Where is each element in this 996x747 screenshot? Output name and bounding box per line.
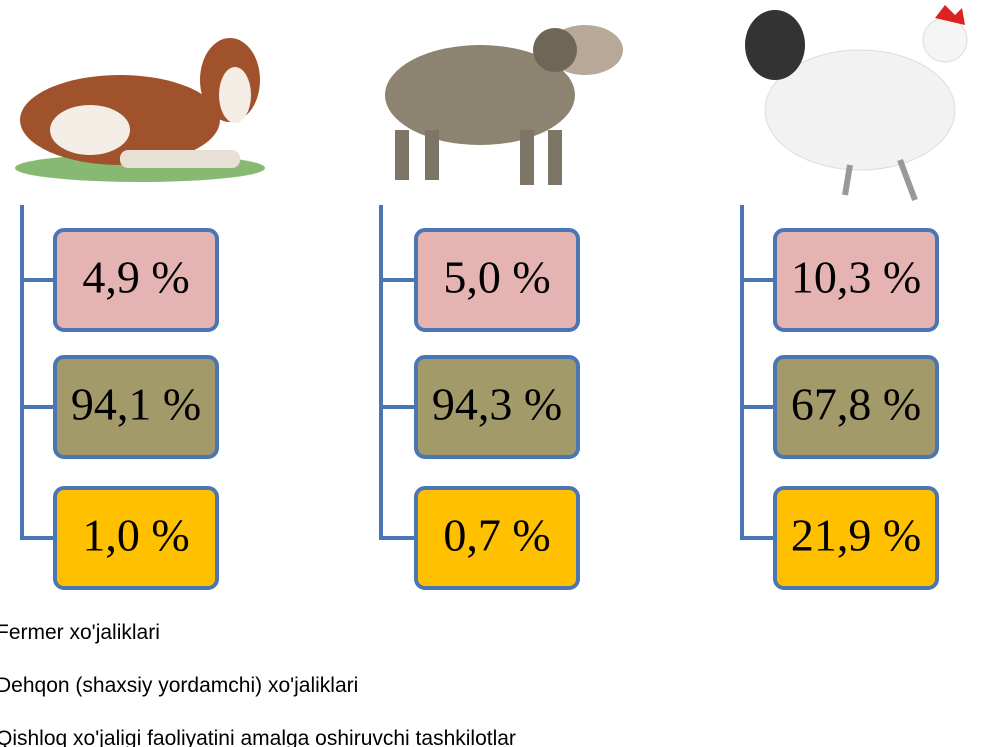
value-box — [414, 355, 580, 459]
value-box — [53, 228, 219, 332]
sheep-image — [385, 25, 623, 185]
value-box — [414, 228, 580, 332]
legend-text: Qishloq xo'jaligi faoliyatini amalga osh… — [0, 727, 516, 747]
value-text: 94,1 % — [71, 379, 201, 430]
legend-text: Fermer xo'jaliklari — [0, 621, 160, 644]
value-box — [414, 486, 580, 590]
tree-diagram: 4,9 % 94,1 % 1,0 % 5,0 % 94,3 % 0,7 % 10,3 % 67… — [20, 205, 939, 590]
value-text: 67,8 % — [791, 379, 921, 430]
value-box — [773, 355, 939, 459]
value-text: 1,0 % — [82, 510, 189, 561]
value-box — [773, 228, 939, 332]
value-text: 0,7 % — [443, 510, 550, 561]
legend: Fermer xo'jaliklari Dehqon (shaxsiy yorda… — [0, 621, 516, 747]
value-box — [53, 355, 219, 459]
value-box — [53, 486, 219, 590]
value-text: 94,3 % — [432, 379, 562, 430]
hen-image — [745, 5, 968, 202]
legend-text: Dehqon (shaxsiy yordamchi) xo'jaliklari — [0, 674, 358, 697]
value-text: 10,3 % — [791, 252, 921, 303]
value-text: 5,0 % — [443, 252, 550, 303]
value-box — [773, 486, 939, 590]
value-text: 4,9 % — [82, 252, 189, 303]
value-text: 21,9 % — [791, 510, 921, 561]
cow-image — [15, 38, 265, 182]
